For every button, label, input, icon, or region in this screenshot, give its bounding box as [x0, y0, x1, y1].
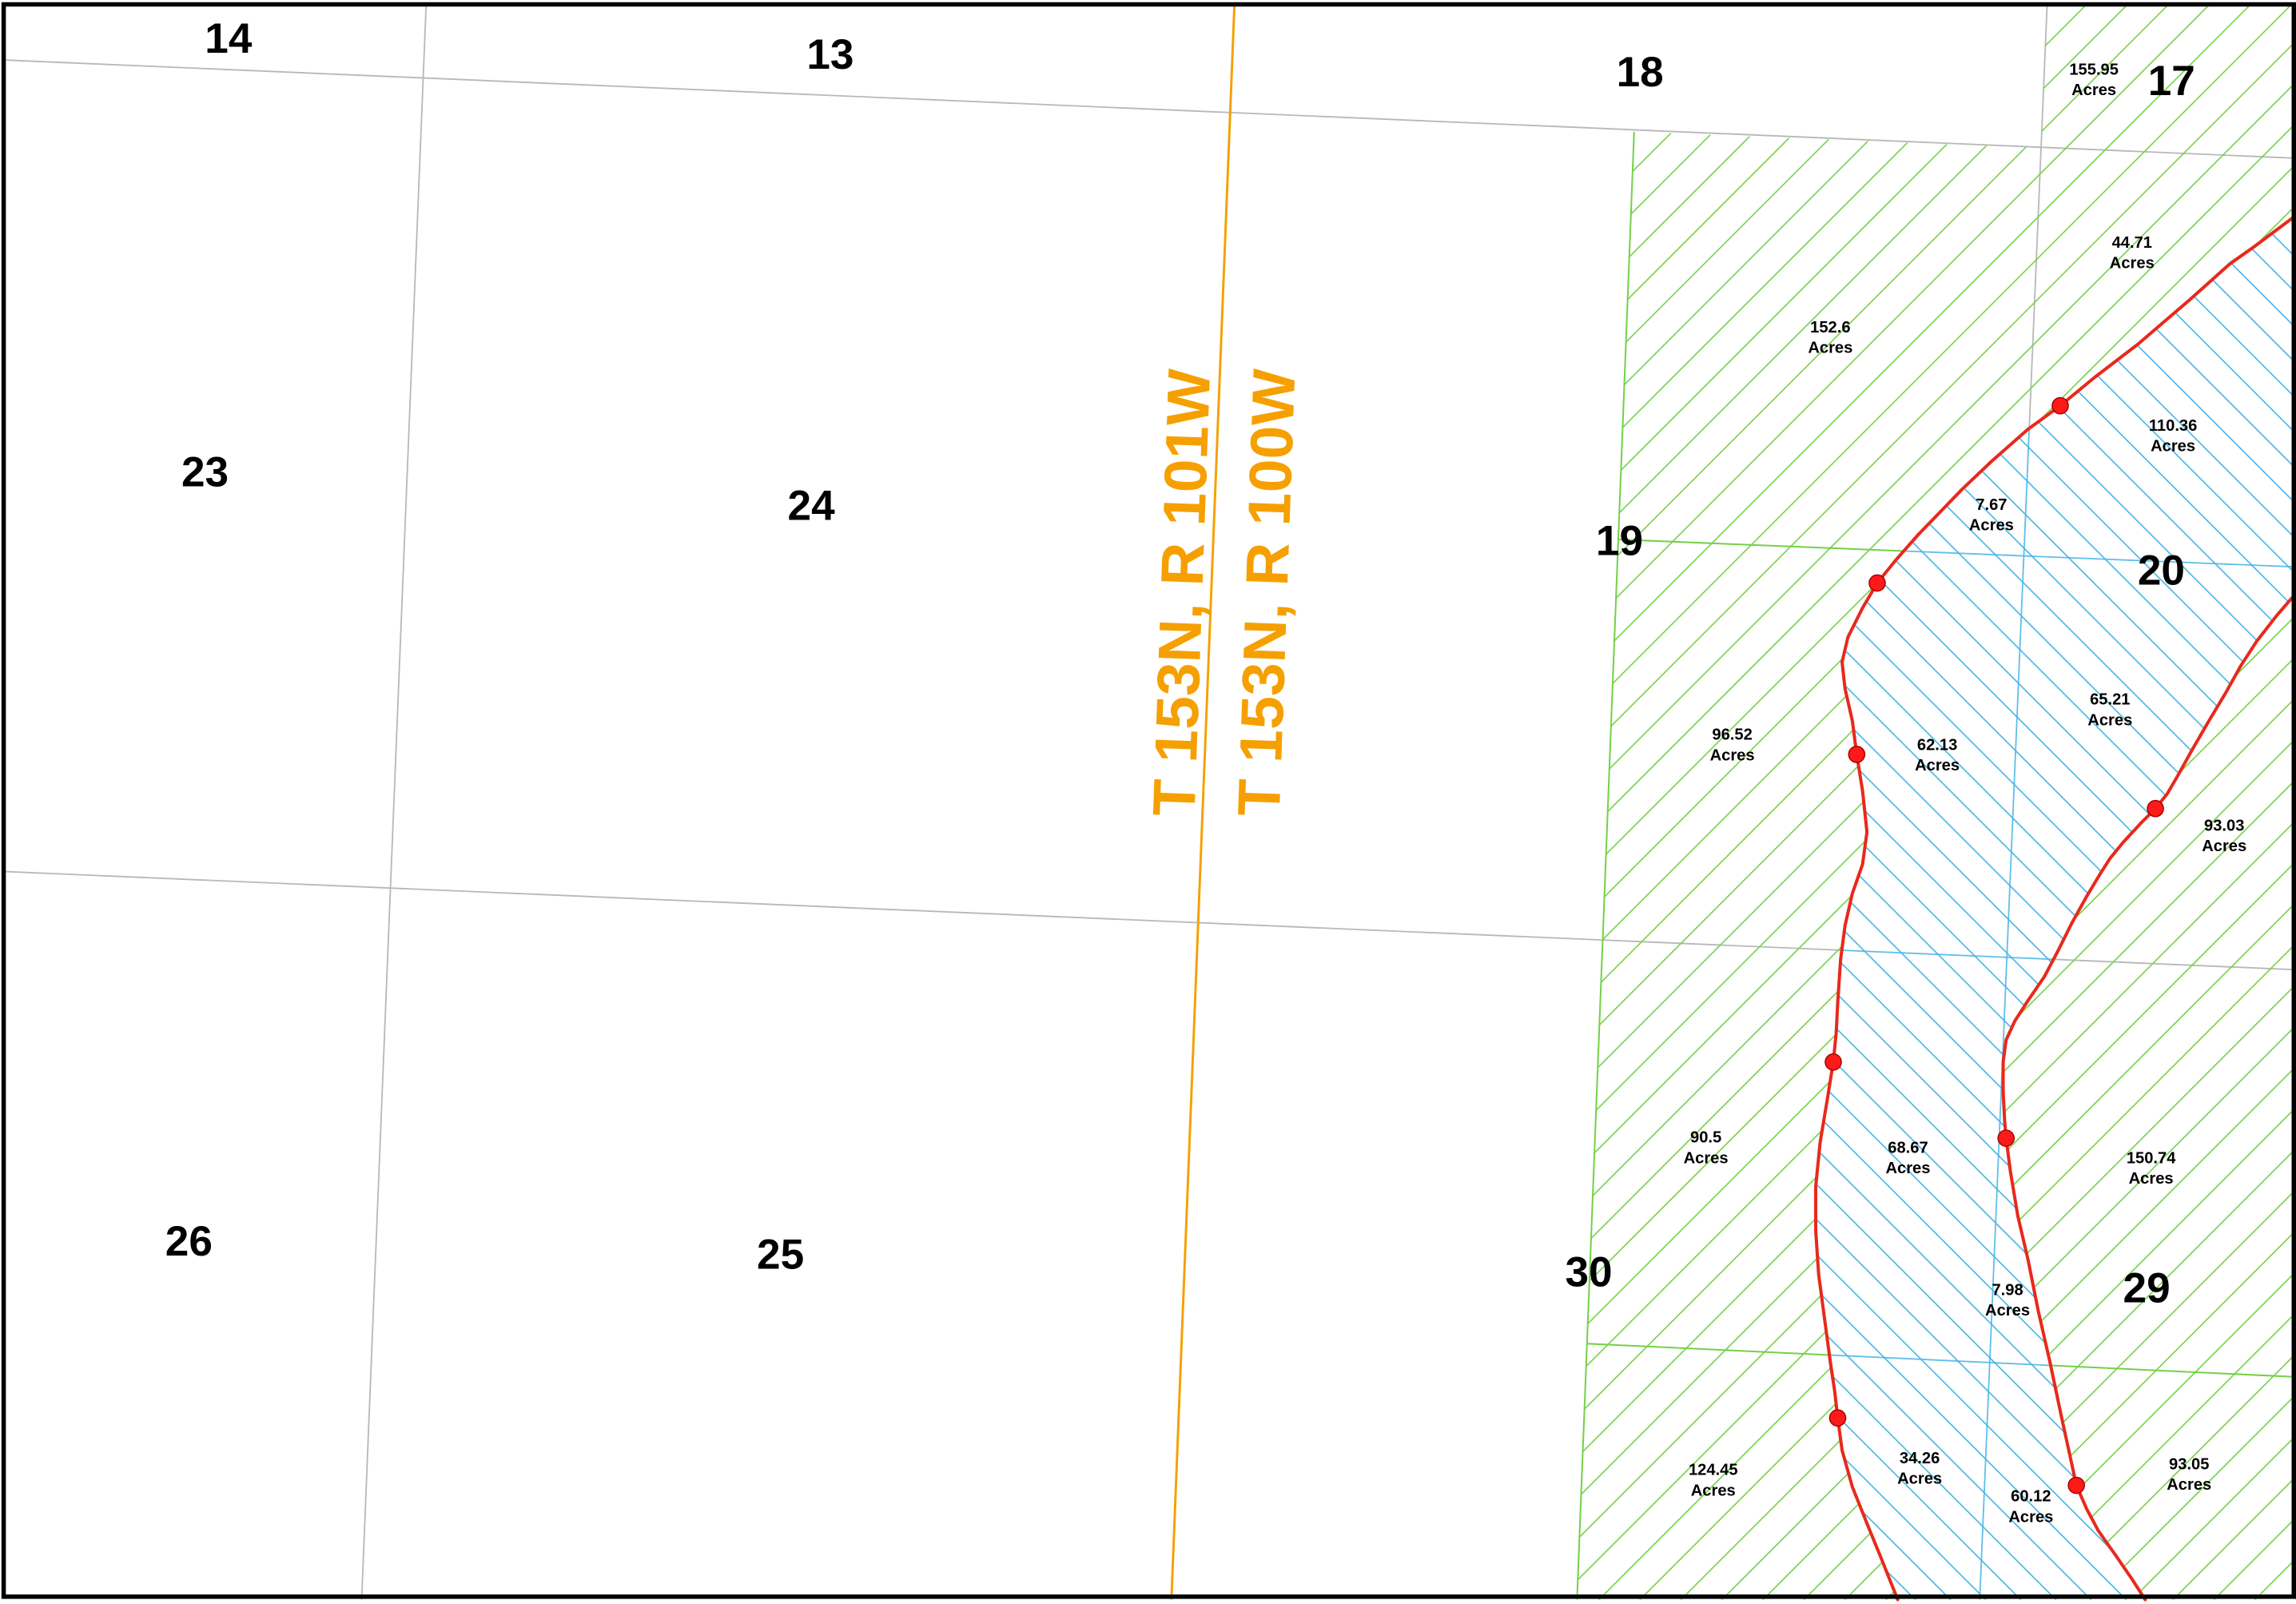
parcel-acreage: 110.36: [2149, 417, 2197, 435]
parcel-unit: Acres: [2202, 838, 2246, 855]
parcel-acreage: 90.5: [1690, 1129, 1721, 1147]
section-number: 13: [806, 31, 854, 78]
west-boundary-line: [1813, 213, 2296, 1602]
parcel-unit: Acres: [1885, 1160, 1930, 1177]
section-number: 29: [2123, 1264, 2171, 1311]
parcel-label: 93.05 Acres: [2167, 1455, 2211, 1494]
parcel-label: 7.98 Acres: [1985, 1281, 2030, 1319]
parcel-unit: Acres: [2071, 82, 2116, 99]
boundary-marker: [1828, 1409, 1847, 1427]
section-number: 18: [1617, 49, 1664, 96]
parcel-label: 7.67 Acres: [1969, 496, 2014, 535]
section-number: 26: [165, 1218, 213, 1265]
parcel-label: 155.95 Acres: [2069, 61, 2119, 99]
parcel-label: 60.12 Acres: [2008, 1488, 2053, 1526]
boundary-marker: [1868, 574, 1886, 592]
parcel-unit: Acres: [1915, 757, 1960, 774]
parcel-acreage: 124.45: [1689, 1462, 1738, 1479]
section-number: 19: [1596, 518, 1643, 565]
parcel-label: 110.36 Acres: [2149, 417, 2197, 456]
parcel-label: 68.67 Acres: [1885, 1139, 1930, 1177]
parcel-label: 152.6 Acres: [1808, 319, 1852, 357]
parcel-unit: Acres: [1710, 746, 1755, 764]
parcel-acreage: 152.6: [1810, 319, 1850, 336]
section-number: 17: [2148, 58, 2195, 105]
parcel-unit: Acres: [2087, 711, 2132, 729]
parcel-unit: Acres: [2129, 1170, 2174, 1188]
section-number: 14: [205, 15, 253, 62]
parcel-label: 90.5 Acres: [1684, 1129, 1729, 1168]
boundary-marker: [1824, 1053, 1842, 1071]
parcel-label: 65.21 Acres: [2087, 691, 2132, 730]
parcel-label: 62.13 Acres: [1915, 736, 1960, 774]
boundary-marker: [1997, 1129, 2015, 1147]
section-number: 20: [2138, 547, 2185, 594]
township-label-west: T 153N, R 101W: [1140, 368, 1223, 817]
boundary-marker: [2147, 799, 2164, 818]
parcel-acreage: 93.05: [2169, 1455, 2209, 1473]
parcel-unit: Acres: [2151, 438, 2195, 456]
parcel-acreage: 150.74: [2127, 1149, 2176, 1167]
parcel-acreage: 68.67: [1888, 1139, 1928, 1156]
parcel-unit: Acres: [1897, 1471, 1942, 1488]
parcel-label: 150.74 Acres: [2127, 1149, 2176, 1188]
boundary-markers: [1824, 396, 2164, 1495]
parcel-label: 124.45 Acres: [1689, 1462, 1738, 1500]
parcel-acreage: 93.03: [2204, 817, 2244, 834]
parcel-acreage: 44.71: [2112, 234, 2152, 252]
parcel-acreage: 155.95: [2069, 61, 2119, 78]
section-number: 25: [757, 1231, 804, 1278]
parcel-unit: Acres: [2167, 1476, 2211, 1494]
parcel-label: 96.52 Acres: [1710, 726, 1755, 765]
east-boundary-line: [2001, 591, 2296, 1602]
parcel-unit: Acres: [1684, 1149, 1729, 1167]
boundary-marker: [1848, 746, 1866, 763]
parcel-acreage: 60.12: [2011, 1488, 2051, 1506]
parcel-acreage: 65.21: [2090, 691, 2130, 709]
parcel-unit: Acres: [1969, 516, 2014, 534]
parcel-unit: Acres: [2110, 254, 2155, 272]
township-label-east: T 153N, R 100W: [1225, 368, 1307, 817]
section-numbers: 14 13 18 17 23 24 19 20 26 25 30 29: [165, 15, 2195, 1311]
parcel-acreage: 7.98: [1992, 1281, 2023, 1299]
parcel-label: 44.71 Acres: [2110, 234, 2155, 273]
parcel-acreage: 96.52: [1712, 726, 1752, 744]
parcel-unit: Acres: [1985, 1302, 2030, 1319]
boundary-marker: [2067, 1476, 2085, 1495]
parcel-labels: 155.95 Acres 44.71 Acres 152.6 Acres 110…: [1684, 61, 2247, 1526]
parcel-label: 34.26 Acres: [1897, 1450, 1942, 1488]
boundary-marker: [2051, 396, 2069, 415]
section-number: 30: [1565, 1248, 1612, 1296]
township-line: [1170, 6, 1236, 1600]
parcel-label: 93.03 Acres: [2202, 817, 2246, 855]
parcel-unit: Acres: [1691, 1482, 1736, 1499]
parcel-acreage: 34.26: [1900, 1450, 1940, 1467]
section-number: 23: [181, 449, 229, 496]
parcel-acreage: 7.67: [1976, 496, 2007, 514]
parcel-unit: Acres: [2008, 1508, 2053, 1526]
section-number: 24: [788, 483, 836, 530]
parcel-acreage: 62.13: [1917, 736, 1957, 754]
parcel-unit: Acres: [1808, 340, 1852, 357]
